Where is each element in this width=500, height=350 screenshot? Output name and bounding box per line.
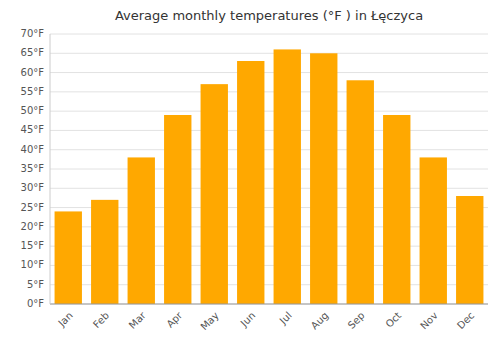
y-tick-label: 60°F: [21, 67, 45, 78]
bar: [237, 61, 264, 304]
x-axis: Jan Feb Mar Apr May Jun Jul Aug Sep Oct Nov Dec: [55, 309, 476, 332]
y-tick-label: 30°F: [21, 182, 45, 193]
x-tick-label: Jul: [277, 310, 294, 327]
y-tick-label: 10°F: [21, 259, 45, 270]
x-tick-label: Aug: [309, 310, 331, 332]
bars: [55, 49, 484, 304]
grid-line: [50, 72, 488, 73]
bar: [383, 115, 410, 304]
y-tick-label: 5°F: [27, 279, 44, 290]
x-tick-label: Oct: [383, 310, 403, 330]
bar: [91, 200, 118, 304]
bar: [55, 211, 82, 304]
bar: [420, 157, 447, 304]
y-tick-label: 70°F: [21, 28, 45, 39]
x-tick-label: Sep: [346, 310, 367, 331]
grid-line: [50, 91, 488, 92]
grid-line: [50, 111, 488, 112]
chart-container: Average monthly temperatures (°F ) in Łę…: [0, 0, 500, 350]
bar: [128, 157, 155, 304]
y-tick-label: 50°F: [21, 105, 45, 116]
x-tick-label: Dec: [455, 310, 476, 331]
y-tick-label: 40°F: [21, 144, 45, 155]
bar: [164, 115, 191, 304]
bar: [310, 53, 337, 304]
grid-line: [50, 304, 488, 305]
x-tick-label: Feb: [91, 310, 111, 330]
grid-line: [50, 130, 488, 131]
y-tick-label: 15°F: [21, 240, 45, 251]
y-tick-label: 25°F: [21, 202, 45, 213]
y-tick-label: 45°F: [21, 124, 45, 135]
chart: Average monthly temperatures (°F ) in Łę…: [0, 0, 500, 350]
bar: [347, 80, 374, 304]
x-tick-label: Mar: [127, 309, 149, 331]
grid-line: [50, 149, 488, 150]
title: Average monthly temperatures (°F ) in Łę…: [115, 8, 423, 23]
x-tick-label: May: [198, 310, 220, 332]
x-tick-label: Apr: [164, 309, 185, 330]
y-tick-label: 20°F: [21, 221, 45, 232]
x-axis-line: [50, 304, 488, 305]
y-tick-label: 55°F: [21, 86, 45, 97]
y-tick-label: 35°F: [21, 163, 45, 174]
y-axis: 0°F 5°F 10°F 15°F 20°F 25°F 30°F 35°F 40°F 45°F 50…: [21, 28, 45, 309]
y-tick-label: 0°F: [27, 298, 44, 309]
grid-line: [50, 34, 488, 35]
bar: [456, 196, 483, 304]
bar: [201, 84, 228, 304]
grid: [50, 34, 488, 304]
bar: [274, 49, 301, 304]
x-tick-label: Jan: [55, 310, 74, 329]
x-tick-label: Jun: [238, 310, 258, 330]
grid-line: [50, 53, 488, 54]
y-axis-line: [50, 34, 51, 304]
x-tick-label: Nov: [418, 310, 440, 332]
y-tick-label: 65°F: [21, 47, 45, 58]
